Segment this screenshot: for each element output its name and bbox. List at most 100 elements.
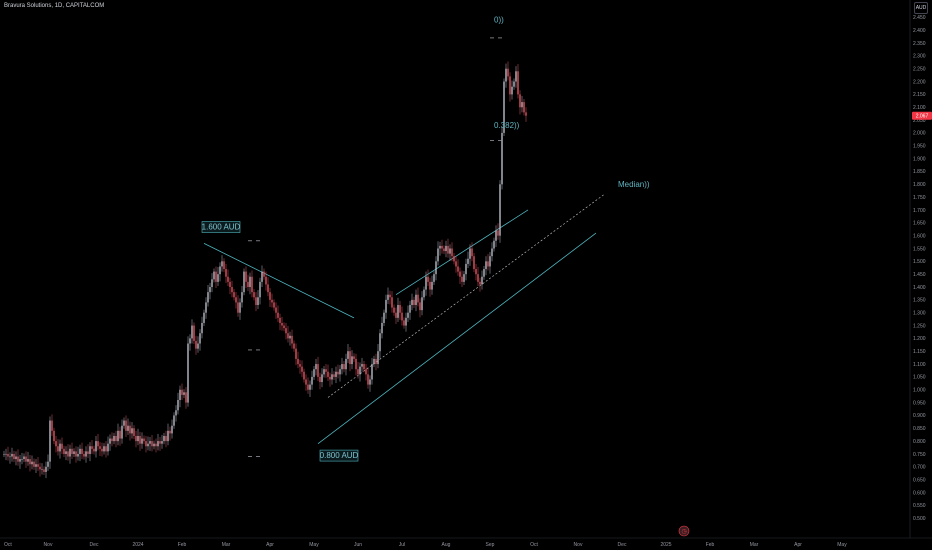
candle-body	[243, 271, 245, 293]
candle-body	[495, 230, 497, 241]
candle-body	[321, 374, 323, 383]
candle-body	[343, 364, 345, 370]
channel-upper[interactable]	[395, 209, 529, 296]
candle-body	[437, 248, 439, 262]
y-tick-label: 1.750	[913, 195, 926, 201]
y-tick-label: 0.900	[913, 413, 926, 419]
price-label-box[interactable]	[201, 221, 241, 233]
candle-body	[201, 322, 203, 334]
candle-body	[149, 441, 151, 444]
y-tick-label: 2.000	[913, 131, 926, 137]
y-tick-label: 1.300	[913, 310, 926, 316]
candle-body	[283, 325, 285, 329]
x-tick-label: Mar	[222, 542, 231, 548]
y-tick-label: 2.150	[913, 92, 926, 98]
candle-body	[445, 245, 447, 252]
x-tick-label: Feb	[706, 542, 715, 548]
y-tick-label: 0.700	[913, 465, 926, 471]
y-tick-label: 1.900	[913, 156, 926, 162]
price-label: 1.600 AUD	[202, 223, 241, 232]
candle-body	[7, 453, 9, 457]
candle-body	[209, 287, 211, 293]
candle-body	[415, 294, 417, 305]
candle-body	[245, 271, 247, 282]
candle-body	[75, 451, 77, 457]
candle-body	[427, 276, 429, 282]
candle-body	[197, 343, 199, 349]
candle-body	[313, 369, 315, 377]
candle-body	[295, 348, 297, 359]
candle-body	[55, 441, 57, 447]
price-label-box[interactable]	[319, 449, 359, 462]
candle-body	[371, 364, 373, 380]
candle-body	[87, 451, 89, 454]
candle-body	[447, 245, 449, 254]
candle-body	[167, 430, 169, 442]
y-tick-label: 1.200	[913, 336, 926, 342]
candle-body	[235, 297, 237, 303]
y-tick-label: 2.350	[913, 41, 926, 47]
candle-body	[129, 425, 131, 434]
candle-body	[53, 430, 55, 442]
candle-body	[229, 281, 231, 288]
candle-body	[85, 451, 87, 457]
candle-body	[271, 299, 273, 303]
candle-body	[25, 456, 27, 462]
candle-body	[413, 299, 415, 305]
x-tick-label: Feb	[178, 542, 187, 548]
channel-lower[interactable]	[317, 232, 597, 444]
candle-body	[451, 248, 453, 257]
candle-body	[503, 81, 505, 133]
candle-body	[357, 369, 359, 375]
candle-body	[237, 302, 239, 313]
candle-body	[157, 441, 159, 447]
x-tick-label: Sep	[486, 542, 495, 548]
y-tick-label: 1.700	[913, 208, 926, 214]
candle-body	[147, 443, 149, 447]
candle-body	[189, 338, 191, 344]
time-axis[interactable]: Oct Nov Dec 2024 Feb Mar Apr May Jun Jul Aug Sep Oct…	[4, 542, 847, 548]
candle-body	[49, 420, 51, 462]
candle-body	[329, 376, 331, 380]
candle-body	[265, 276, 267, 285]
goto-realtime-button[interactable]: ◷	[678, 525, 690, 537]
candle-body	[319, 376, 321, 383]
candle-body	[23, 456, 25, 460]
candle-body	[381, 322, 383, 334]
y-tick-label: 0.750	[913, 452, 926, 458]
x-tick-label: Apr	[794, 542, 802, 548]
candle-body	[339, 369, 341, 375]
candle-body	[31, 461, 33, 465]
candle-body	[269, 292, 271, 300]
currency-button[interactable]: AUD	[914, 2, 928, 14]
candle-body	[175, 410, 177, 416]
candle-body	[443, 248, 445, 252]
candle-body	[301, 366, 303, 372]
y-tick-label: 1.250	[913, 323, 926, 329]
candle-body	[119, 430, 121, 439]
candle-body	[513, 81, 515, 87]
candle-body	[475, 269, 477, 275]
y-tick-label: 0.800	[913, 439, 926, 445]
price-axis[interactable]: 0.500 0.550 0.600 0.650 0.700 0.750 0.800 0.850…	[913, 15, 926, 522]
x-tick-label: May	[309, 542, 319, 548]
descending-resistance[interactable]	[203, 242, 355, 319]
candle-body	[477, 274, 479, 282]
candle-body	[391, 297, 393, 308]
median-line[interactable]	[327, 194, 605, 398]
candle-body	[91, 446, 93, 449]
candle-body	[375, 358, 377, 365]
candle-body	[205, 302, 207, 313]
candle-body	[47, 461, 49, 467]
candle-body	[123, 420, 125, 426]
last-price-label: 2.067	[916, 114, 929, 120]
candle-body	[69, 448, 71, 457]
candle-body	[247, 281, 249, 288]
candle-body	[397, 304, 399, 318]
candles	[3, 61, 527, 479]
candle-body	[125, 420, 127, 431]
candle-body	[399, 304, 401, 313]
candle-body	[457, 266, 459, 272]
candle-body	[45, 466, 47, 472]
